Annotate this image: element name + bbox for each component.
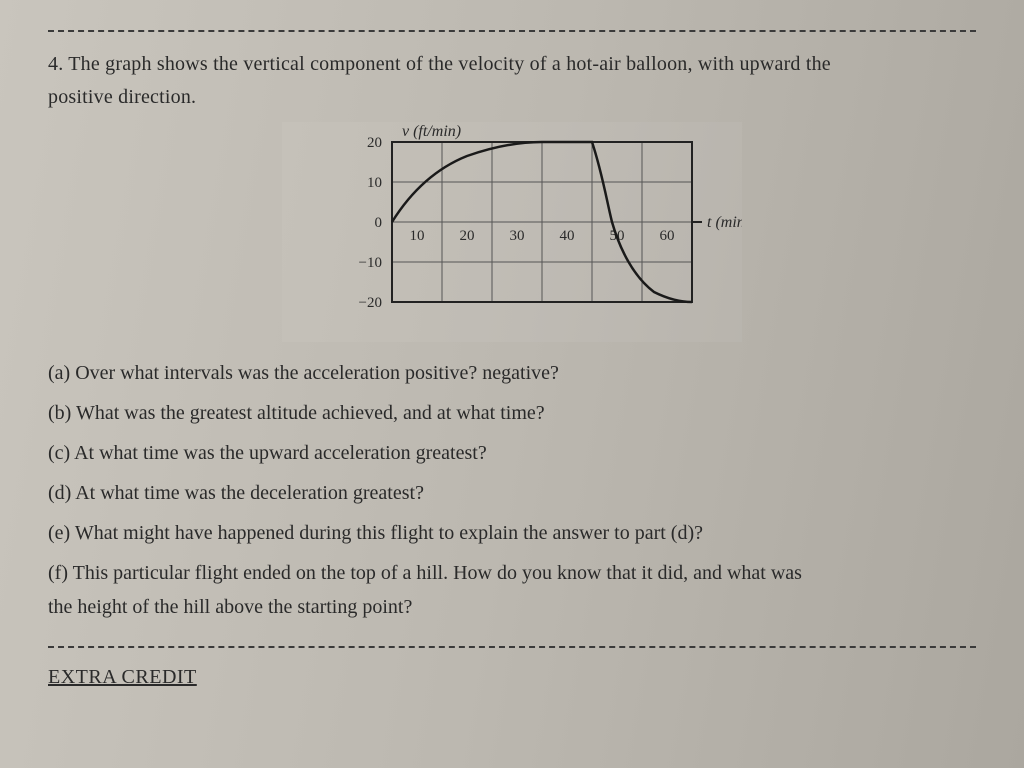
grid	[392, 142, 692, 302]
graph-container: 20 10 0 −10 −20 10 20 30 40 50 60 v (ft/…	[48, 122, 976, 342]
velocity-graph: 20 10 0 −10 −20 10 20 30 40 50 60 v (ft/…	[282, 122, 742, 342]
extra-credit-heading: EXTRA CREDIT	[48, 666, 976, 689]
question-f-line2: the height of the hill above the startin…	[48, 592, 976, 622]
ytick-0: 0	[375, 215, 383, 231]
exam-page: 4. The graph shows the vertical componen…	[0, 0, 1024, 768]
question-c: (c) At what time was the upward accelera…	[48, 438, 976, 468]
bottom-divider	[48, 646, 976, 648]
problem-statement-line1: 4. The graph shows the vertical componen…	[48, 50, 976, 79]
xtick-30: 30	[510, 228, 525, 244]
ytick-20: 20	[367, 135, 382, 151]
top-divider	[48, 30, 976, 32]
ytick-n20: −20	[359, 295, 382, 311]
questions: (a) Over what intervals was the accelera…	[48, 358, 976, 622]
question-e: (e) What might have happened during this…	[48, 518, 976, 548]
problem-statement-line2: positive direction.	[48, 83, 976, 112]
ytick-10: 10	[367, 175, 382, 191]
question-b: (b) What was the greatest altitude achie…	[48, 398, 976, 428]
xtick-40: 40	[560, 228, 575, 244]
x-axis-label: t (min)	[707, 214, 742, 231]
question-a: (a) Over what intervals was the accelera…	[48, 358, 976, 388]
question-f-line1: (f) This particular flight ended on the …	[48, 558, 976, 588]
xtick-10: 10	[410, 228, 425, 244]
y-axis-label: v (ft/min)	[402, 123, 461, 140]
xtick-20: 20	[460, 228, 475, 244]
xtick-60: 60	[660, 228, 675, 244]
ytick-n10: −10	[359, 255, 382, 271]
question-d: (d) At what time was the deceleration gr…	[48, 478, 976, 508]
